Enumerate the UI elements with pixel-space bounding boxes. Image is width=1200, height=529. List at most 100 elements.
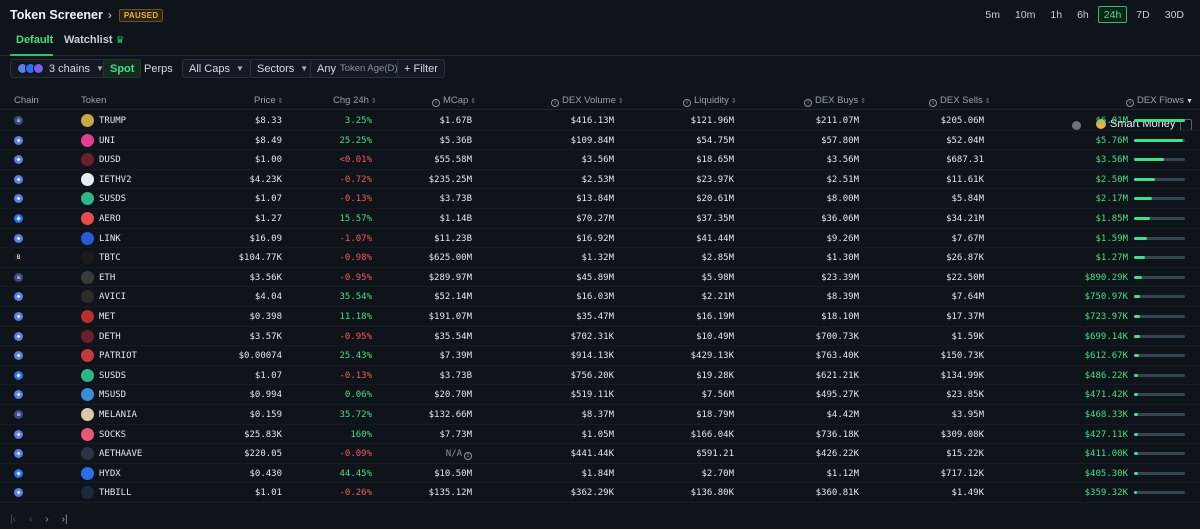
col-dex-buys[interactable]: i DEX Buys ⇕ <box>804 95 866 107</box>
token-name[interactable]: SUSDS <box>99 194 127 205</box>
caps-dropdown[interactable]: All Caps ▼ <box>182 59 251 78</box>
flow-bar-fill <box>1134 354 1140 358</box>
col-mcap[interactable]: i MCap ⇕ <box>432 95 476 107</box>
timeframe-6h[interactable]: 6h <box>1077 9 1089 21</box>
token-name[interactable]: HYDX <box>99 468 121 479</box>
smart-money-icon <box>1096 119 1106 129</box>
info-icon: i <box>1126 99 1134 107</box>
token-icon <box>81 153 94 167</box>
token-name[interactable]: THBILL <box>99 488 132 499</box>
spot-button[interactable]: Spot <box>103 59 142 78</box>
token-name[interactable]: SUSDS <box>99 370 127 381</box>
table-row[interactable]: ◆ SUSDS $1.07 -0.13% $3.73B $13.84M $20.61M $8.… <box>0 189 1200 209</box>
cell-liq: $23.97K <box>696 174 734 185</box>
table-body: ≡ TRUMP $8.33 3.25% $1.67B $416.13M $121.96M $2… <box>0 111 1200 503</box>
col-price[interactable]: Price ⇕ <box>254 95 284 106</box>
table-row[interactable]: ◆ DETH $3.57K -0.95% $35.54M $702.31K $10.49M $… <box>0 327 1200 347</box>
cell-sells: $17.37M <box>946 311 984 322</box>
token-name[interactable]: DUSD <box>99 155 121 166</box>
token-name[interactable]: TBTC <box>99 253 121 264</box>
col-chg[interactable]: Chg 24h ⇕ <box>333 95 377 106</box>
col-dex-volume[interactable]: i DEX Volume ⇕ <box>551 95 624 107</box>
ethereum-chain-icon: ◆ <box>14 449 23 459</box>
table-row[interactable]: ◆ AETHAAVE $220.05 -0.09% N/A i $441.44K $591.2… <box>0 444 1200 464</box>
token-icon <box>81 447 94 461</box>
last-page-icon[interactable]: ›| <box>61 514 68 525</box>
timeframe-1h[interactable]: 1h <box>1050 9 1063 21</box>
col-dex-sells[interactable]: i DEX Sells ⇕ <box>929 95 991 107</box>
token-name[interactable]: ETH <box>99 272 116 283</box>
table-row[interactable]: ◉ HYDX $0.430 44.45% $10.50M $1.84M $2.70M $1.1… <box>0 464 1200 484</box>
chevron-right-icon[interactable]: › <box>107 8 112 22</box>
cell-buys: $426.22K <box>815 449 859 460</box>
table-row[interactable]: ◆ THBILL $1.01 -0.26% $135.12M $362.29K $136.8… <box>0 483 1200 503</box>
token-name[interactable]: PATRIOT <box>99 351 137 362</box>
add-filter-button[interactable]: + Filter <box>397 59 445 78</box>
table-row[interactable]: ◉ AERO $1.27 15.57% $1.14B $70.27M $37.35M $36.… <box>0 209 1200 229</box>
prev-page-icon[interactable]: ‹ <box>28 514 33 525</box>
table-row[interactable]: ◉ SUSDS $1.07 -0.13% $3.73B $756.20K $19.28K $6… <box>0 366 1200 386</box>
token-name[interactable]: SOCKS <box>99 429 127 440</box>
cell-liq: $18.79M <box>696 409 734 420</box>
timeframe-10m[interactable]: 10m <box>1014 9 1036 21</box>
token-name[interactable]: DETH <box>99 331 121 342</box>
cell-liq: $166.04K <box>690 429 734 440</box>
table-row[interactable]: ≡ TRUMP $8.33 3.25% $1.67B $416.13M $121.96M $2… <box>0 111 1200 131</box>
table-row[interactable]: ≡ ETH $3.56K -0.95% $289.97M $45.89M $5.98M $23… <box>0 268 1200 288</box>
first-page-icon[interactable]: |‹ <box>10 514 16 525</box>
cell-flows: $427.11K <box>1084 429 1128 440</box>
col-liquidity[interactable]: i Liquidity ⇕ <box>683 95 737 107</box>
table-row[interactable]: ◆ SOCKS $25.83K 160% $7.73M $1.05M $166.04K $73… <box>0 425 1200 445</box>
table-row[interactable]: ◆ IETHV2 $4.23K -0.72% $235.25M $2.53M $23.97K… <box>0 170 1200 190</box>
timeframe-30d[interactable]: 30D <box>1164 9 1184 21</box>
base-chain-icon: ◉ <box>14 468 23 478</box>
table-row[interactable]: ◆ UNI $8.49 25.25% $5.36B $109.84M $54.75M $57.… <box>0 131 1200 151</box>
token-name[interactable]: AVICI <box>99 292 127 303</box>
cell-liq: $41.44M <box>696 233 734 244</box>
table-row[interactable]: ◆ DUSD $1.00 <0.01% $55.58M $3.56M $18.65M $3.5… <box>0 150 1200 170</box>
cell-mcap: $5.36B <box>439 135 472 146</box>
token-name[interactable]: TRUMP <box>99 116 127 126</box>
token-name[interactable]: MSUSD <box>99 390 127 401</box>
cell-liq: $10.49M <box>696 331 734 342</box>
table-row[interactable]: ◆ MET $0.398 11.18% $191.07M $35.47M $16.19M $1… <box>0 307 1200 327</box>
token-name[interactable]: AETHAAVE <box>99 449 143 460</box>
ethereum-chain-icon: ◆ <box>14 429 23 439</box>
next-page-icon[interactable]: › <box>45 514 49 525</box>
cell-price: $1.01 <box>254 488 282 499</box>
cell-flows: $6.01M <box>1095 116 1128 126</box>
table-row[interactable]: ≡ MELANIA $0.159 35.72% $132.66M $8.37M $18.79… <box>0 405 1200 425</box>
token-name[interactable]: UNI <box>99 135 116 146</box>
col-token[interactable]: Token <box>81 95 107 106</box>
col-chain[interactable]: Chain <box>14 95 39 106</box>
table-row[interactable]: B TBTC $104.77K -0.98% $625.00M $1.32M $2.85M $… <box>0 248 1200 268</box>
chain-selector[interactable]: 3 chains ▼ <box>10 59 111 78</box>
flow-bar <box>1134 256 1185 260</box>
table-row[interactable]: ◆ PATRIOT $0.00074 25.43% $7.39M $914.13K $429… <box>0 346 1200 366</box>
smart-money-toggle[interactable] <box>1072 121 1081 130</box>
token-name[interactable]: MET <box>99 311 116 322</box>
token-name[interactable]: MELANIA <box>99 409 137 420</box>
tab-watchlist[interactable]: Watchlist ♛ <box>64 34 124 46</box>
perps-button[interactable]: Perps <box>144 62 173 75</box>
cell-vol: $362.29K <box>570 488 614 499</box>
timeframe-5m[interactable]: 5m <box>985 9 1000 21</box>
token-name[interactable]: IETHV2 <box>99 174 132 185</box>
table-row[interactable]: ◆ MSUSD $0.994 0.06% $20.70M $519.11K $7.56M $4… <box>0 385 1200 405</box>
tab-default[interactable]: Default <box>16 34 54 46</box>
cell-price: $16.09 <box>249 233 282 244</box>
crown-icon: ♛ <box>115 35 125 46</box>
cell-price: $1.07 <box>254 370 282 381</box>
cell-chg: -0.13% <box>339 194 372 205</box>
flow-bar-fill <box>1134 412 1139 416</box>
timeframe-24h[interactable]: 24h <box>1097 6 1128 23</box>
table-row[interactable]: ◆ LINK $16.09 -1.07% $11.23B $16.92M $41.44M $9… <box>0 229 1200 249</box>
token-name[interactable]: AERO <box>99 213 121 224</box>
view-tabs: Default Watchlist ♛ <box>0 30 1200 56</box>
col-dex-flows[interactable]: i DEX Flows ▼ <box>1126 95 1193 107</box>
token-name[interactable]: LINK <box>99 233 121 244</box>
timeframe-7d[interactable]: 7D <box>1136 9 1150 21</box>
table-row[interactable]: ◆ AVICI $4.04 35.54% $52.14M $16.03M $2.21M $8.… <box>0 287 1200 307</box>
sectors-dropdown[interactable]: Sectors ▼ <box>250 59 316 78</box>
token-age-filter[interactable]: Any Token Age(D) <box>310 59 405 78</box>
